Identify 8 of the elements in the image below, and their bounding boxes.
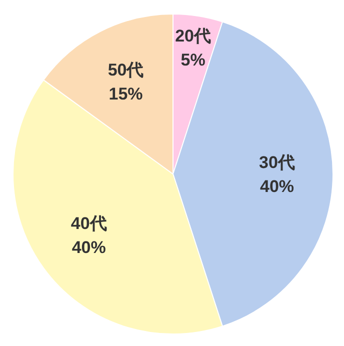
- data-label: 5%: [180, 50, 206, 70]
- data-label: 40%: [260, 177, 294, 196]
- slice-label: 50代: [108, 60, 144, 80]
- slice-label: 40代: [70, 214, 107, 234]
- data-label: 15%: [108, 84, 143, 104]
- slice-label: 20代: [175, 26, 211, 46]
- slice-label: 30代: [259, 153, 295, 172]
- data-label: 40%: [72, 238, 106, 258]
